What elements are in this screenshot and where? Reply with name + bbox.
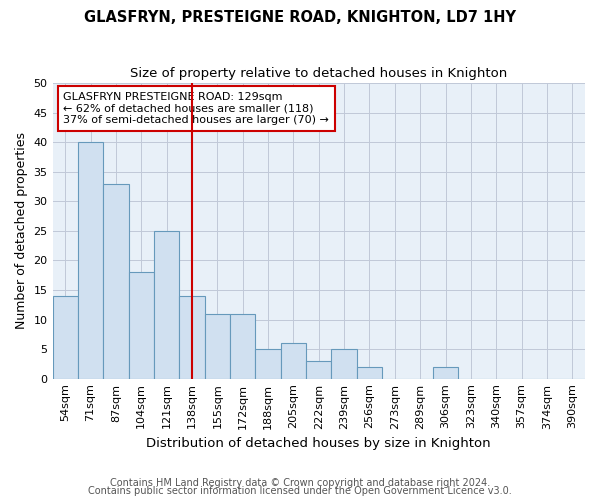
Bar — [281, 343, 306, 378]
Bar — [179, 296, 205, 378]
Text: GLASFRYN PRESTEIGNE ROAD: 129sqm
← 62% of detached houses are smaller (118)
37% : GLASFRYN PRESTEIGNE ROAD: 129sqm ← 62% o… — [63, 92, 329, 125]
Bar — [331, 349, 357, 378]
Bar — [205, 314, 230, 378]
X-axis label: Distribution of detached houses by size in Knighton: Distribution of detached houses by size … — [146, 437, 491, 450]
Bar — [78, 142, 103, 378]
Bar — [357, 367, 382, 378]
Bar — [103, 184, 128, 378]
Bar — [230, 314, 256, 378]
Bar — [128, 272, 154, 378]
Bar — [433, 367, 458, 378]
Text: Contains HM Land Registry data © Crown copyright and database right 2024.: Contains HM Land Registry data © Crown c… — [110, 478, 490, 488]
Text: Contains public sector information licensed under the Open Government Licence v3: Contains public sector information licen… — [88, 486, 512, 496]
Title: Size of property relative to detached houses in Knighton: Size of property relative to detached ho… — [130, 68, 508, 80]
Bar — [306, 361, 331, 378]
Bar — [256, 349, 281, 378]
Bar — [154, 231, 179, 378]
Y-axis label: Number of detached properties: Number of detached properties — [15, 132, 28, 330]
Text: GLASFRYN, PRESTEIGNE ROAD, KNIGHTON, LD7 1HY: GLASFRYN, PRESTEIGNE ROAD, KNIGHTON, LD7… — [84, 10, 516, 25]
Bar — [53, 296, 78, 378]
